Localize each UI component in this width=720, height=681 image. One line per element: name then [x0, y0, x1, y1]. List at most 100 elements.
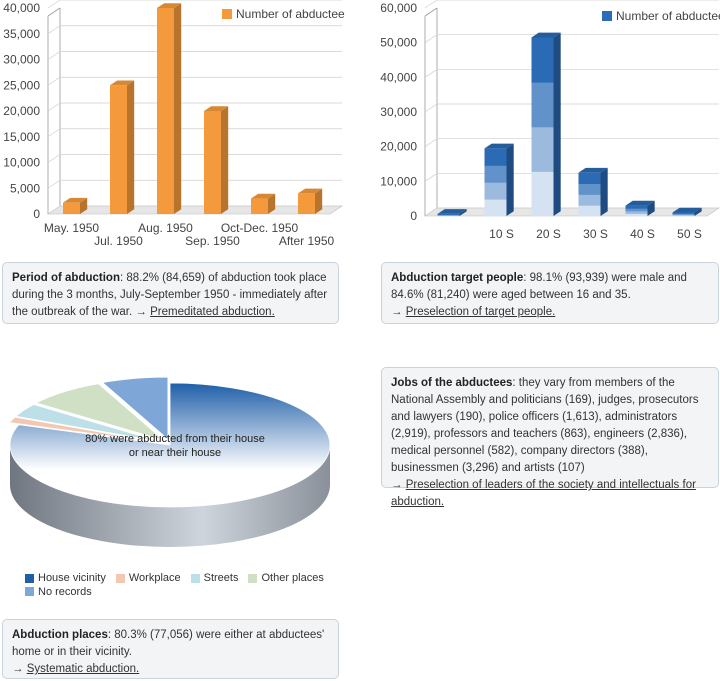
pie-annotation: 80% were abducted from their house or nea… — [85, 433, 265, 459]
bar-top — [157, 3, 182, 9]
bar-top — [110, 80, 135, 86]
target-arrow: → — [391, 306, 406, 318]
bar-segment — [672, 212, 695, 214]
legend-label: Streets — [203, 572, 239, 584]
x-tick-label: Jul. 1950 — [94, 234, 143, 248]
pie-legend-item: Workplace — [115, 572, 181, 584]
bar-top — [298, 188, 323, 194]
places-text: : 80.3% (77,056) were either at abductee… — [12, 629, 325, 658]
bar — [578, 167, 608, 217]
legend-swatch — [25, 573, 34, 583]
jobs-box: Jobs of the abductees: they vary from me… — [381, 367, 719, 508]
y-tick-label: 15,000 — [3, 130, 40, 144]
bar-side — [694, 207, 702, 216]
chart-legend: Number of abductees — [602, 9, 720, 23]
bar-front — [110, 85, 127, 214]
bar-top — [484, 143, 514, 149]
bar — [204, 106, 229, 214]
bar — [251, 193, 276, 214]
gridline — [424, 0, 719, 9]
bar-top — [578, 167, 608, 173]
y-tick-label: 20,000 — [3, 104, 40, 118]
legend-swatch — [602, 11, 612, 21]
bar-side — [459, 209, 467, 216]
bar-segment — [625, 208, 648, 212]
target-link[interactable]: Preselection of target people. — [405, 306, 556, 318]
bar — [531, 32, 561, 217]
legend-label: Other places — [261, 572, 324, 584]
bar-top — [437, 209, 467, 214]
pie-slice — [8, 416, 161, 444]
bar — [298, 188, 323, 214]
bar-segment — [625, 213, 648, 217]
abduction-places-pie: 80% were abducted from their house or nea… — [8, 376, 331, 547]
x-tick-label: 30 S — [583, 227, 608, 241]
y-tick-label: 50,000 — [380, 36, 417, 50]
x-tick-label: 20 S — [536, 227, 561, 241]
bar-segment — [672, 213, 695, 215]
bar-side — [174, 3, 182, 215]
y-tick-label: 10,000 — [380, 174, 417, 188]
legend-swatch — [190, 573, 200, 583]
bar-segment — [531, 171, 554, 217]
pie-legend: House vicinity Workplace Streets Other plac… — [25, 572, 345, 599]
jobs-link[interactable]: Preselection of leaders of the society a… — [391, 479, 696, 508]
legend-swatch — [25, 587, 34, 596]
legend-label: Workplace — [128, 572, 181, 584]
bar-side — [506, 143, 514, 216]
gridline — [47, 154, 342, 163]
places-arrow: → — [12, 663, 27, 675]
y-tick-label: 20,000 — [380, 140, 417, 154]
y-tick-label: 5,000 — [10, 181, 40, 195]
y-tick-label: 35,000 — [3, 27, 40, 41]
bar-front — [204, 111, 221, 214]
y-tick-label: 25,000 — [3, 78, 40, 92]
bar-segment — [578, 194, 601, 206]
bar-segment — [531, 126, 554, 172]
gridline — [424, 207, 719, 217]
pie-side — [10, 445, 330, 547]
bar — [437, 209, 467, 217]
period-link[interactable]: Premeditated abduction. — [150, 306, 275, 318]
gridline — [424, 103, 719, 113]
bar-segment — [531, 82, 554, 128]
bar-top — [531, 32, 561, 38]
bar-side — [80, 197, 88, 214]
bar-segment — [484, 148, 507, 166]
gridline — [424, 34, 719, 43]
bar-front — [63, 202, 80, 214]
bar — [484, 143, 514, 217]
y-tick-label: 30,000 — [3, 53, 40, 67]
legend-label: Number of abductees — [236, 7, 345, 21]
legend-swatch — [115, 573, 125, 583]
y-tick-label: 0 — [33, 207, 40, 221]
jobs-text: : they vary from members of the National… — [391, 377, 699, 474]
bar-top — [672, 207, 702, 213]
bar-front — [157, 8, 174, 214]
gridline — [47, 25, 342, 35]
bar-front — [298, 193, 315, 214]
bar-top — [63, 197, 88, 203]
pie-legend-item: No records — [25, 586, 92, 598]
bar-segment — [437, 214, 460, 216]
bar-segment — [484, 165, 507, 183]
bar-segment — [578, 205, 601, 217]
bar-segment — [531, 37, 554, 83]
x-tick-label: Oct-Dec. 1950 — [221, 221, 299, 235]
x-tick-label: 10 S — [489, 227, 514, 241]
pie-slice — [35, 383, 165, 441]
gridline — [47, 102, 342, 112]
period-box: Period of abduction: 88.2% (84,659) of a… — [2, 262, 339, 324]
bar-segment — [437, 214, 460, 216]
jobs-title: Jobs of the abductees — [391, 377, 513, 389]
places-link[interactable]: Systematic abduction. — [26, 663, 140, 675]
y-axis-depth — [424, 7, 438, 17]
bar-segment — [484, 199, 507, 217]
bar — [110, 80, 135, 214]
bar-side — [315, 188, 323, 214]
chart-legend: Number of abductees — [222, 7, 345, 21]
bar-segment — [672, 215, 695, 217]
x-tick-label: 40 S — [630, 227, 655, 241]
gridline — [424, 172, 719, 182]
bar-segment — [437, 213, 460, 215]
